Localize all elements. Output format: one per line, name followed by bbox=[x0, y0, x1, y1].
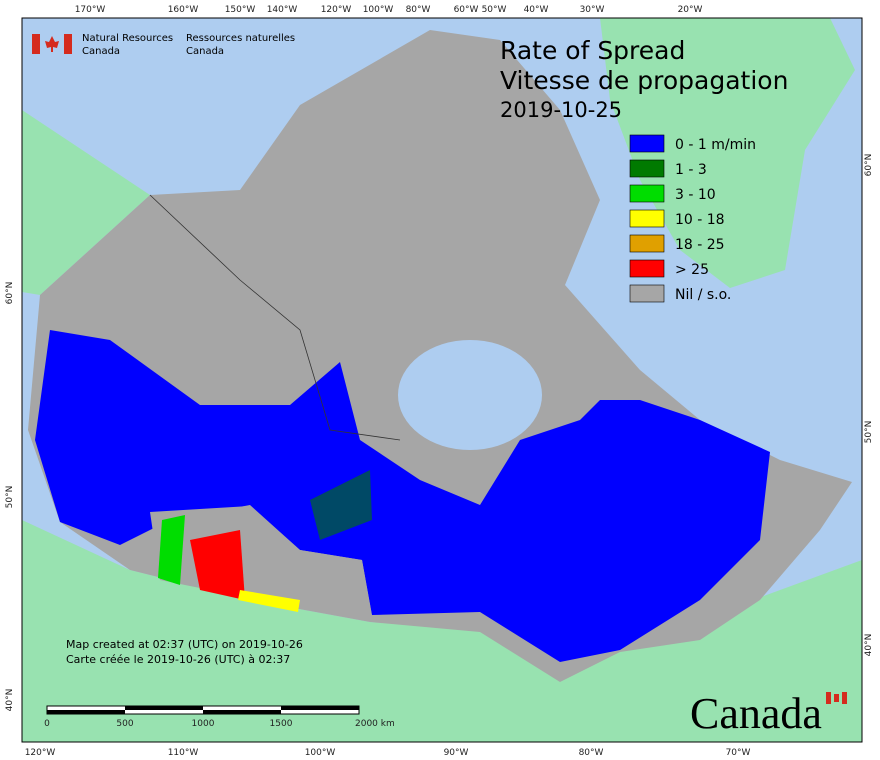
graticule-label: 40°W bbox=[524, 5, 549, 15]
date: 2019-10-25 bbox=[500, 98, 622, 122]
agency-fr: Ressources naturelles bbox=[186, 33, 295, 44]
agency-en: Canada bbox=[82, 46, 120, 57]
legend-label: 1 - 3 bbox=[675, 162, 707, 178]
wordmark: Canada bbox=[690, 689, 822, 738]
graticule-label: 60°N bbox=[864, 154, 874, 177]
graticule-label: 170°W bbox=[75, 5, 106, 15]
graticule-label: 60°N bbox=[5, 282, 15, 305]
title: Vitesse de propagation bbox=[500, 66, 788, 95]
scale-label: 500 bbox=[116, 719, 133, 729]
legend-label: 10 - 18 bbox=[675, 212, 725, 228]
scale-segment bbox=[125, 706, 203, 710]
flag-bar bbox=[842, 692, 847, 704]
graticule-label: 100°W bbox=[363, 5, 394, 15]
graticule-label: 90°W bbox=[444, 748, 469, 758]
graticule-label: 40°N bbox=[864, 634, 874, 657]
scale-label: 2000 km bbox=[355, 719, 395, 729]
alaska bbox=[22, 110, 150, 295]
legend-swatch bbox=[629, 284, 665, 303]
hudson-bay bbox=[398, 340, 542, 450]
united-states bbox=[22, 520, 862, 742]
legend-swatch bbox=[629, 234, 665, 253]
maple-leaf bbox=[834, 694, 839, 702]
fire-rate-area bbox=[35, 330, 770, 662]
graticule-label: 80°W bbox=[406, 5, 431, 15]
spread-over-25 bbox=[190, 530, 245, 600]
graticule-label: 110°W bbox=[168, 748, 199, 758]
legend-label: 0 - 1 m/min bbox=[675, 137, 756, 153]
credit: Carte créée le 2019-10-26 (UTC) à 02:37 bbox=[66, 653, 290, 666]
legend-swatch bbox=[629, 159, 665, 178]
graticule-label: 70°W bbox=[726, 748, 751, 758]
frame-border bbox=[21, 17, 863, 743]
legend-swatch bbox=[629, 259, 665, 278]
credit: Map created at 02:37 (UTC) on 2019-10-26 bbox=[66, 638, 303, 651]
legend-label: > 25 bbox=[675, 262, 709, 278]
spread-1-3 bbox=[310, 470, 372, 540]
graticule-label: 160°W bbox=[168, 5, 199, 15]
flag-bar bbox=[826, 692, 831, 704]
wordmark-flag bbox=[826, 692, 847, 704]
legend-swatch bbox=[629, 209, 665, 228]
legend-label: 18 - 25 bbox=[675, 237, 725, 253]
flag-bar bbox=[32, 34, 40, 54]
legend-label: 3 - 10 bbox=[675, 187, 716, 203]
graticule-label: 50°N bbox=[864, 421, 874, 444]
scale-bar bbox=[46, 705, 360, 715]
graticule-label: 30°W bbox=[580, 5, 605, 15]
graticule-label: 140°W bbox=[267, 5, 298, 15]
maple-leaf bbox=[45, 36, 59, 52]
flag-logo bbox=[32, 34, 72, 54]
graticule-label: 20°W bbox=[678, 5, 703, 15]
graticule-label: 60°W bbox=[454, 5, 479, 15]
map-frame bbox=[21, 17, 863, 743]
flag-bar bbox=[64, 34, 72, 54]
graticule-label: 50°N bbox=[5, 486, 15, 509]
spread-10-18 bbox=[238, 590, 300, 612]
graticule-label: 120°W bbox=[321, 5, 352, 15]
legend-label: Nil / s.o. bbox=[675, 287, 731, 303]
agency-en: Natural Resources bbox=[82, 33, 173, 44]
graticule-label: 120°W bbox=[25, 748, 56, 758]
scale-label: 1000 bbox=[192, 719, 215, 729]
scale-segment bbox=[281, 706, 359, 710]
boundary bbox=[149, 194, 401, 441]
scale-segment bbox=[47, 710, 125, 714]
scale-label: 0 bbox=[44, 719, 50, 729]
graticule-label: 80°W bbox=[579, 748, 604, 758]
spread-3-10 bbox=[158, 515, 185, 585]
legend-swatch bbox=[629, 134, 665, 153]
legend-swatch bbox=[629, 184, 665, 203]
title: Rate of Spread bbox=[500, 36, 685, 65]
graticule-label: 50°W bbox=[482, 5, 507, 15]
graticule-label: 150°W bbox=[225, 5, 256, 15]
scale-label: 1500 bbox=[270, 719, 293, 729]
agency-fr: Canada bbox=[186, 46, 224, 57]
graticule-label: 100°W bbox=[305, 748, 336, 758]
graticule-label: 40°N bbox=[5, 689, 15, 712]
scale-segment bbox=[203, 710, 281, 714]
